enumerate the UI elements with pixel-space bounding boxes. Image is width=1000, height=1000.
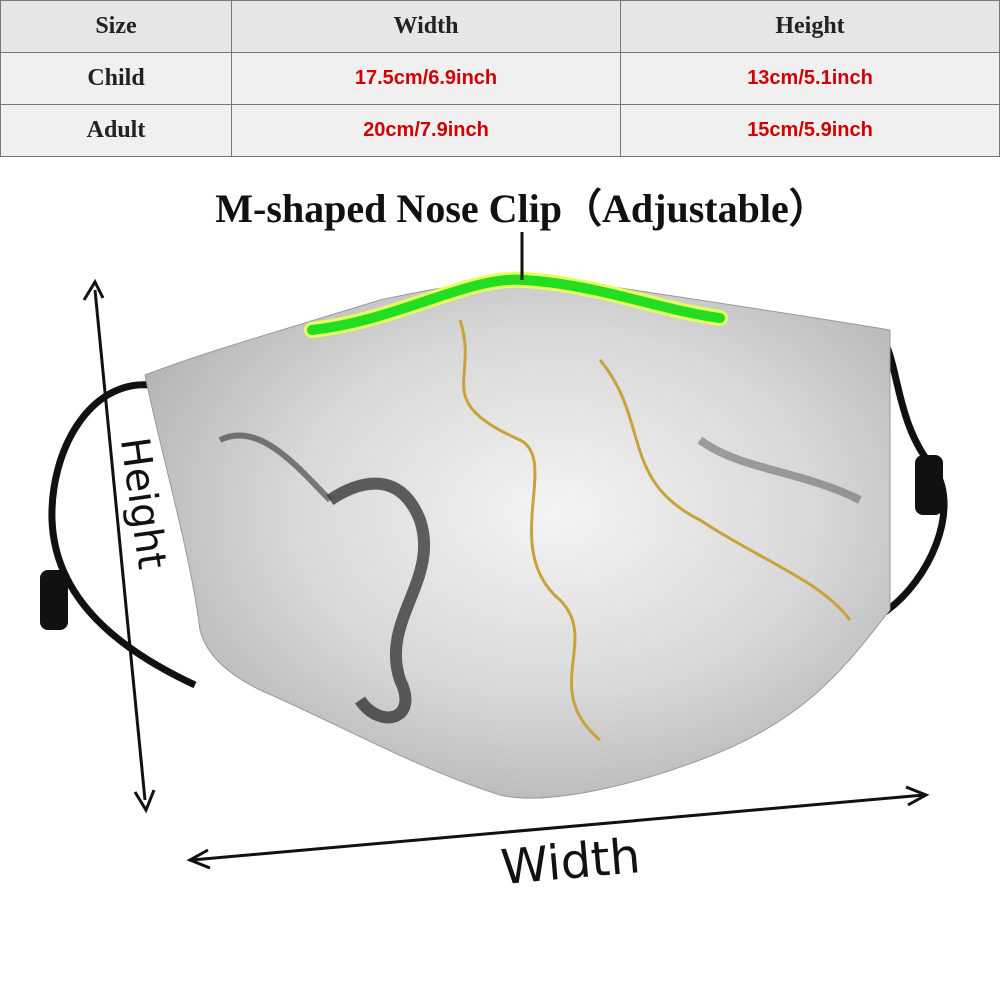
marble-vein — [326, 477, 431, 724]
width-arrow — [191, 793, 925, 862]
size-table: Size Width Height Child 17.5cm/6.9inch 1… — [0, 0, 1000, 157]
gold-vein — [458, 319, 601, 742]
header-cell: Size — [0, 0, 232, 53]
header-cell: Height — [620, 0, 1000, 53]
nose-clip-label: M-shaped Nose Clip（Adjustable） — [215, 186, 828, 231]
height-cell: 15cm/5.9inch — [620, 104, 1000, 157]
marble-vein — [697, 436, 862, 504]
size-cell: Adult — [0, 104, 232, 157]
row: Child 17.5cm/6.9inch 13cm/5.1inch — [0, 52, 1000, 105]
width-cell: 20cm/7.9inch — [231, 104, 621, 157]
row: Adult 20cm/7.9inch 15cm/5.9inch — [0, 104, 1000, 157]
right-adjuster — [915, 455, 943, 515]
arrowhead — [905, 785, 930, 807]
gold-vein — [598, 359, 852, 621]
arrowhead — [82, 278, 105, 301]
arrowhead — [186, 848, 211, 870]
nose-clip — [307, 274, 725, 335]
size-cell: Child — [0, 52, 232, 105]
marble-vein — [218, 432, 333, 503]
left-adjuster — [40, 570, 68, 630]
width-cell: 17.5cm/6.9inch — [231, 52, 621, 105]
arrowhead — [133, 789, 156, 814]
header-cell: Width — [231, 0, 621, 53]
height-arrow — [93, 289, 147, 801]
height-cell: 13cm/5.1inch — [620, 52, 1000, 105]
mask — [144, 279, 891, 799]
header-row: Size Width Height — [0, 0, 1000, 53]
width-label: Width — [499, 828, 643, 896]
